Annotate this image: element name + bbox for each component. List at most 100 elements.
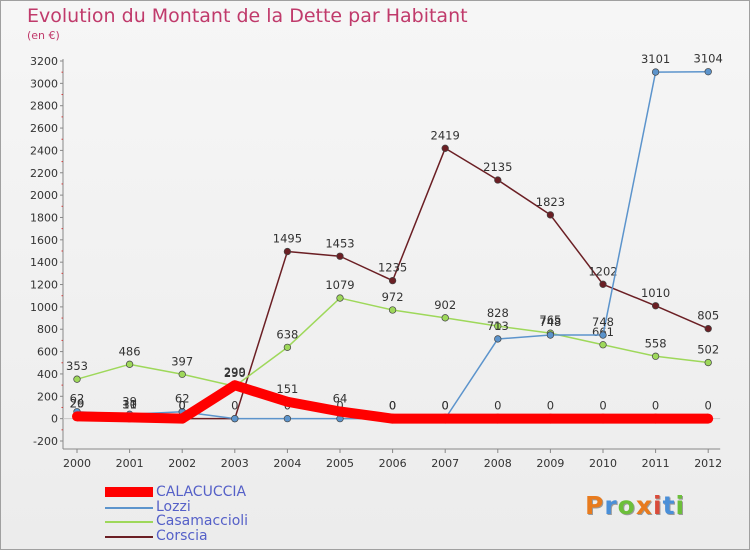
data-label: 0 bbox=[389, 399, 396, 413]
data-label: 20 bbox=[70, 396, 85, 410]
data-point bbox=[73, 375, 81, 383]
data-label: 2135 bbox=[483, 160, 512, 174]
data-label: 0 bbox=[599, 399, 606, 413]
legend-swatch bbox=[105, 506, 153, 509]
data-point bbox=[283, 247, 292, 256]
data-label: 0 bbox=[494, 399, 501, 413]
proxiti-logo: Proxiti bbox=[585, 491, 685, 520]
data-label: 972 bbox=[382, 290, 404, 304]
y-tick-label: -200 bbox=[33, 435, 58, 448]
data-label: 151 bbox=[276, 382, 298, 396]
legend-label: Corscia bbox=[156, 527, 208, 544]
data-point bbox=[598, 413, 608, 424]
logo-letter: r bbox=[604, 491, 618, 520]
logo-letter: o bbox=[617, 491, 636, 520]
data-point bbox=[651, 352, 660, 360]
data-point bbox=[124, 412, 135, 423]
y-tick-label: 2000 bbox=[30, 189, 58, 202]
legend-label: Lozzi bbox=[156, 498, 191, 515]
x-tick-label: 2003 bbox=[221, 457, 249, 470]
data-label: 748 bbox=[539, 315, 561, 329]
y-tick-label: 2600 bbox=[30, 122, 58, 135]
data-point bbox=[599, 341, 607, 349]
data-point bbox=[388, 276, 397, 285]
data-point bbox=[599, 331, 607, 339]
y-tick-label: 400 bbox=[37, 368, 58, 381]
data-label: 11 bbox=[122, 397, 137, 411]
y-tick-label: 3200 bbox=[30, 55, 58, 68]
data-label: 558 bbox=[645, 336, 667, 350]
data-point bbox=[545, 413, 556, 424]
data-label: 0 bbox=[547, 399, 554, 413]
data-point bbox=[229, 380, 240, 391]
y-tick-label: 600 bbox=[37, 346, 58, 359]
data-point bbox=[283, 414, 292, 423]
data-label: 1495 bbox=[273, 232, 302, 246]
data-point bbox=[546, 211, 555, 219]
data-point bbox=[494, 322, 502, 330]
data-label: 64 bbox=[333, 391, 348, 405]
data-label: 805 bbox=[697, 309, 719, 323]
x-tick-label: 2011 bbox=[642, 457, 670, 470]
data-label: 0 bbox=[389, 399, 396, 413]
data-label: 765 bbox=[539, 313, 561, 327]
data-label: 29 bbox=[70, 396, 85, 410]
data-label: 1010 bbox=[641, 286, 670, 300]
data-point bbox=[651, 302, 660, 310]
x-tick-label: 2000 bbox=[63, 457, 91, 470]
y-tick-label: 800 bbox=[37, 323, 58, 336]
data-point bbox=[336, 294, 344, 302]
data-point bbox=[650, 413, 661, 424]
logo-letter: i bbox=[675, 491, 686, 520]
data-label: 30 bbox=[122, 397, 137, 411]
data-point bbox=[441, 314, 449, 322]
data-point bbox=[388, 306, 397, 314]
data-label: 902 bbox=[434, 298, 456, 312]
data-point bbox=[703, 413, 714, 424]
data-point bbox=[283, 343, 292, 351]
data-label: 1079 bbox=[325, 278, 354, 292]
data-label: 1202 bbox=[588, 264, 617, 278]
data-label: 62 bbox=[175, 392, 190, 406]
data-label: 486 bbox=[119, 344, 141, 358]
data-point bbox=[178, 370, 186, 378]
legend-swatch bbox=[105, 521, 153, 523]
data-point bbox=[282, 396, 293, 407]
y-tick-label: 1200 bbox=[30, 279, 58, 292]
data-label: 713 bbox=[487, 319, 509, 333]
data-point bbox=[440, 413, 451, 424]
logo-letter: P bbox=[585, 491, 605, 520]
y-tick-label: 1800 bbox=[30, 211, 58, 224]
data-label: 1453 bbox=[325, 236, 354, 250]
x-tick-label: 2002 bbox=[168, 457, 196, 470]
data-label: 0 bbox=[705, 399, 712, 413]
data-label: 0 bbox=[442, 399, 449, 413]
data-label: 638 bbox=[276, 327, 298, 341]
data-label: 0 bbox=[179, 399, 186, 413]
data-point bbox=[336, 252, 344, 260]
x-tick-label: 2007 bbox=[431, 457, 459, 470]
data-label: 828 bbox=[487, 306, 509, 320]
legend-label: CALACUCCIA bbox=[156, 484, 247, 500]
legend-swatch bbox=[105, 487, 153, 497]
data-label: 1823 bbox=[536, 195, 565, 209]
x-tick-label: 2009 bbox=[536, 457, 564, 470]
x-tick-label: 2001 bbox=[116, 457, 144, 470]
data-label: 3101 bbox=[641, 52, 670, 66]
data-label: 748 bbox=[592, 315, 614, 329]
data-point bbox=[494, 176, 502, 184]
data-label: 299 bbox=[224, 365, 246, 379]
y-tick-label: 0 bbox=[51, 413, 58, 426]
data-label: 62 bbox=[70, 392, 85, 406]
y-tick-label: 3000 bbox=[30, 77, 58, 90]
y-tick-label: 200 bbox=[37, 390, 58, 403]
x-tick-label: 2010 bbox=[589, 457, 617, 470]
logo-letter: t bbox=[662, 491, 676, 520]
data-point bbox=[177, 413, 188, 424]
data-point bbox=[125, 360, 134, 368]
data-point bbox=[494, 335, 502, 343]
data-point bbox=[704, 358, 712, 367]
data-label: 2419 bbox=[431, 128, 460, 142]
